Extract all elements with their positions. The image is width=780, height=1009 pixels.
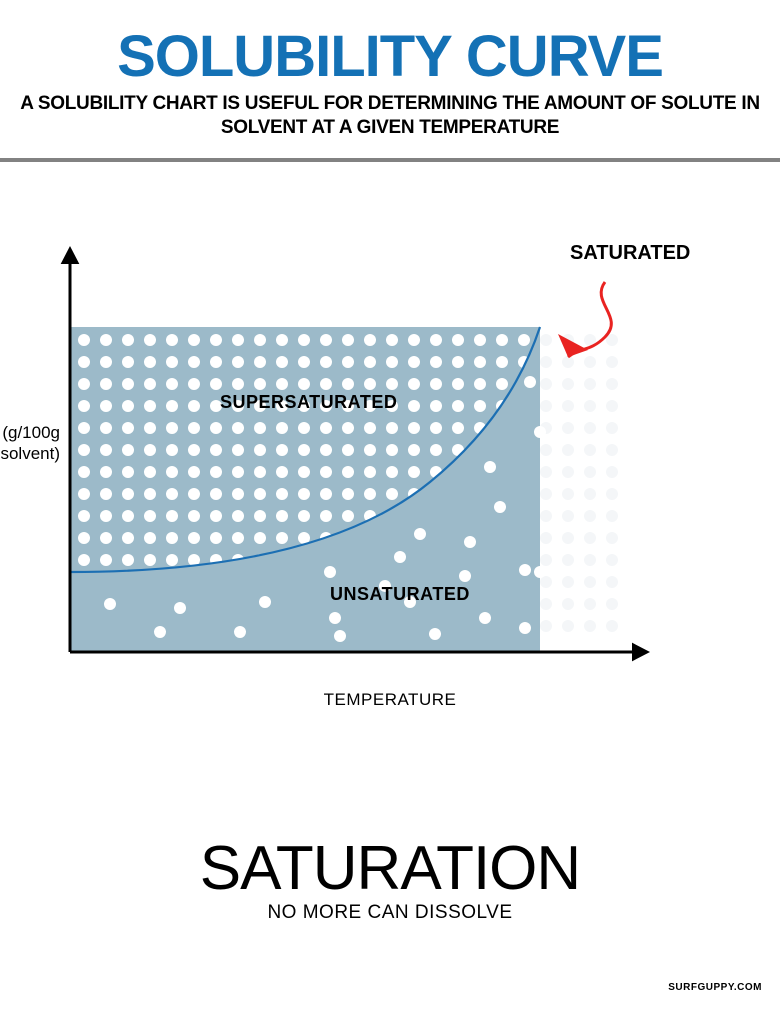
page-subtitle: A SOLUBILITY CHART IS USEFUL FOR DETERMI… (0, 92, 780, 140)
x-axis-label: TEMPERATURE (70, 690, 710, 710)
footer-tagline: NO MORE CAN DISSOLVE (0, 902, 780, 924)
page-title: SOLUBILITY CURVE (0, 28, 780, 86)
footer-heading: SATURATION (0, 838, 780, 900)
solubility-chart: SOLUTE (g/100g solvent) TEMPERATURE SUPE… (70, 272, 710, 672)
header: SOLUBILITY CURVE A SOLUBILITY CHART IS U… (0, 0, 780, 140)
attribution: SURFGUPPY.COM (668, 982, 762, 993)
saturated-label: SATURATED (570, 242, 690, 265)
supersaturated-label: SUPERSATURATED (220, 392, 397, 413)
footer-block: SATURATION NO MORE CAN DISSOLVE (0, 838, 780, 924)
unsaturated-label: UNSATURATED (330, 584, 470, 605)
divider-line (0, 158, 780, 162)
y-axis-label: SOLUTE (g/100g solvent) (0, 422, 60, 465)
